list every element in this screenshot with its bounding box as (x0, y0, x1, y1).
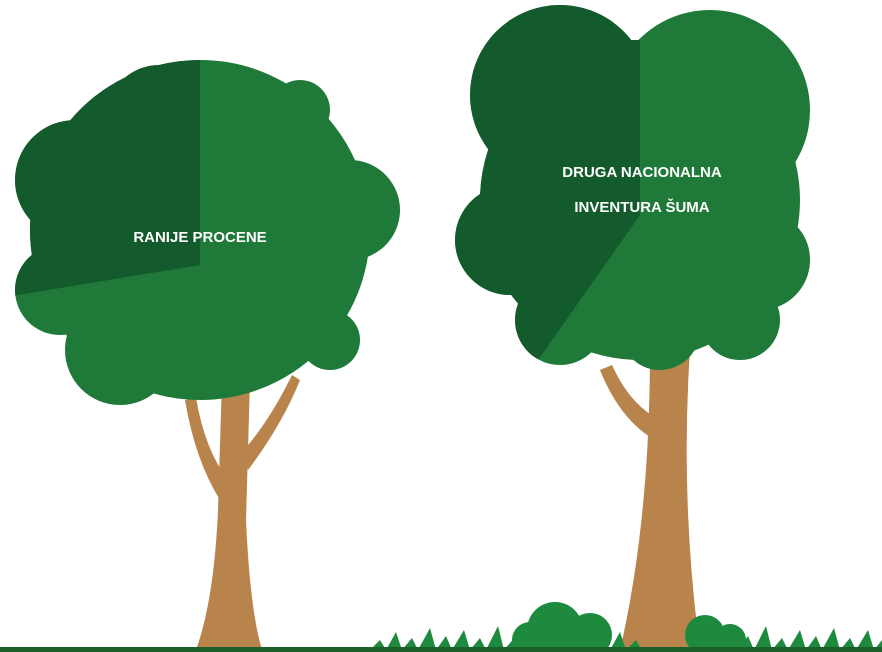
trunks (185, 350, 700, 650)
crown-left (15, 60, 400, 405)
tree-label: DRUGA NACIONALNA (562, 164, 722, 181)
tree-label: INVENTURA ŠUMA (574, 198, 709, 216)
tree-label: RANIJE PROCENE (133, 229, 266, 246)
ground (0, 647, 882, 652)
grass (370, 626, 882, 652)
bushes (512, 602, 746, 652)
